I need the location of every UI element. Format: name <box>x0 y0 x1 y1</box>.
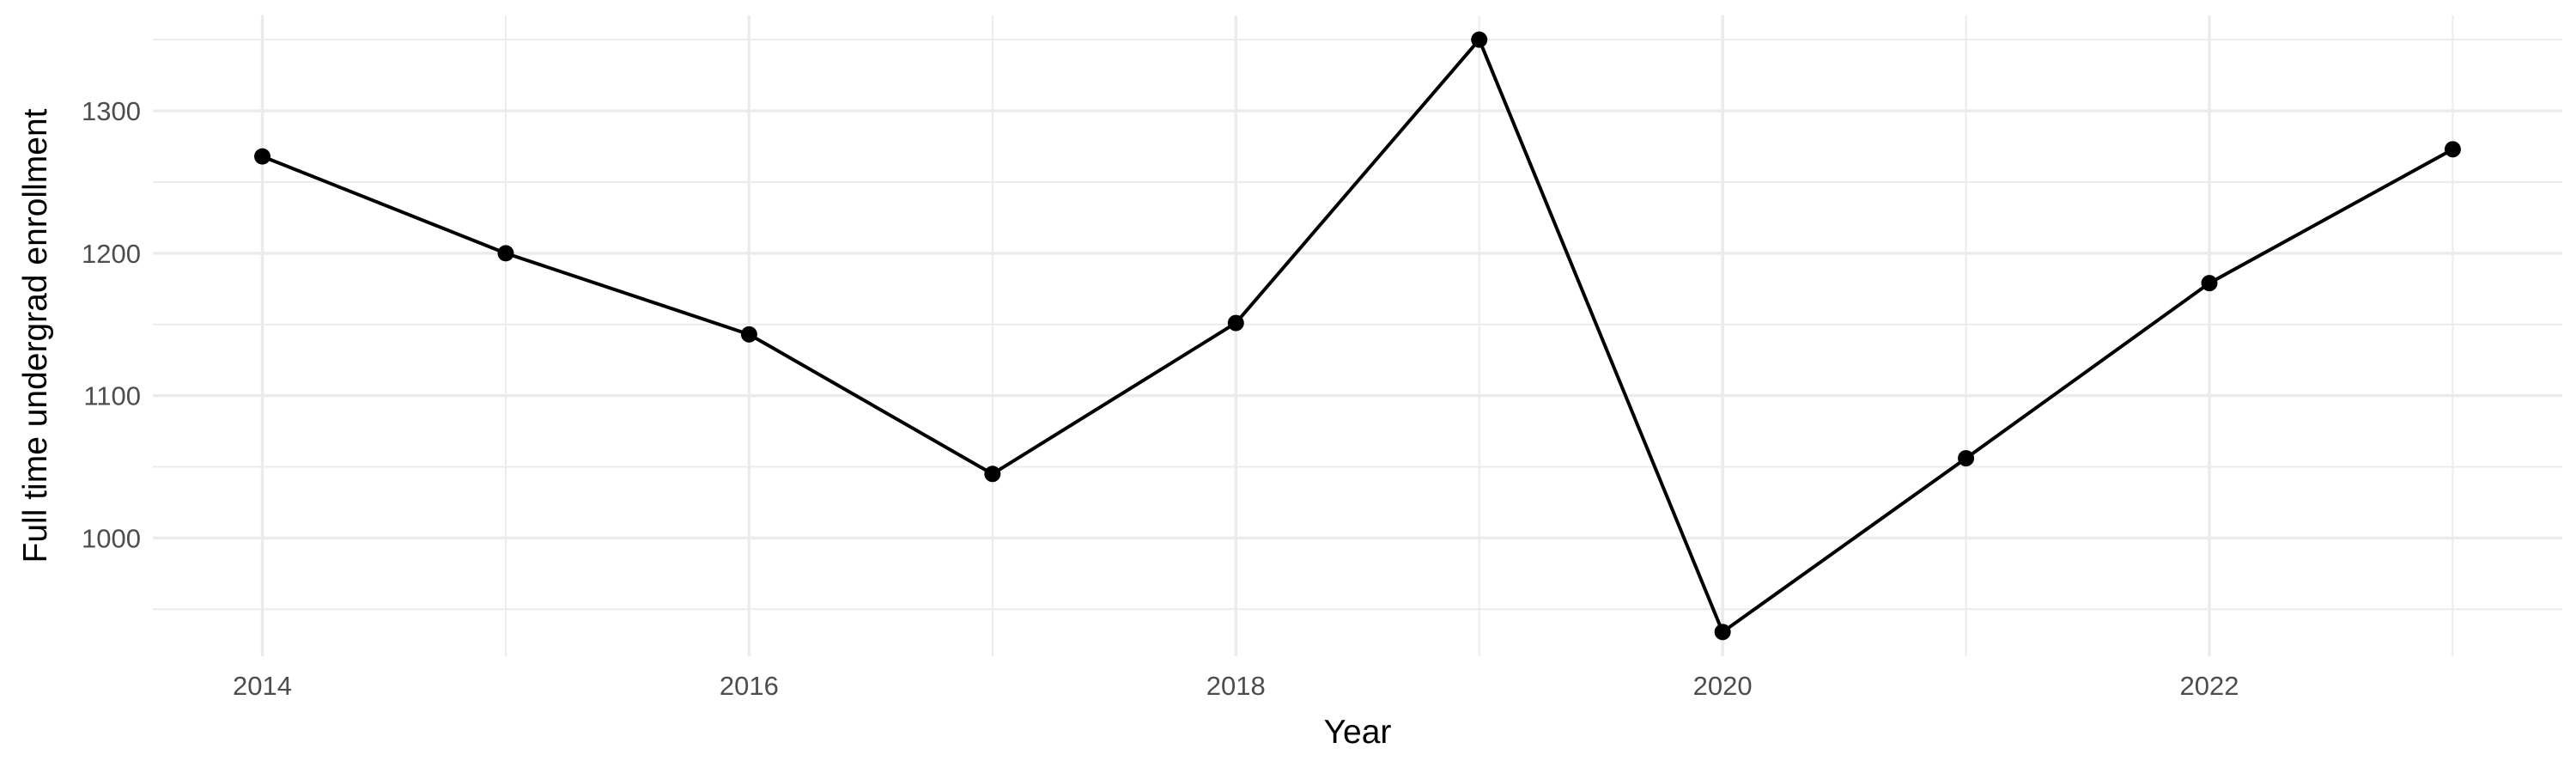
y-tick-label: 1200 <box>82 239 141 269</box>
data-point <box>1958 450 1975 467</box>
data-point <box>1714 624 1731 641</box>
data-point <box>1471 31 1488 48</box>
x-tick-label: 2022 <box>2180 671 2239 701</box>
data-point <box>1227 314 1244 332</box>
grid <box>153 15 2562 656</box>
y-axis-title: Full time undergrad enrollment <box>17 108 54 563</box>
data-point <box>2201 275 2218 292</box>
series-line <box>260 38 2455 634</box>
tick-labels: 2014 2016 2018 2020 2022 1000 1100 1200 1300 <box>82 96 2239 701</box>
data-point <box>2444 141 2461 158</box>
x-axis-title: Year <box>1324 714 1392 751</box>
x-tick-label: 2014 <box>233 671 292 701</box>
x-tick-label: 2018 <box>1206 671 1266 701</box>
y-tick-label: 1100 <box>83 381 141 411</box>
x-tick-label: 2016 <box>720 671 779 701</box>
data-point <box>984 466 1001 483</box>
series-layer <box>254 31 2461 641</box>
data-point <box>740 326 757 343</box>
data-point <box>497 245 514 262</box>
y-tick-label: 1300 <box>82 96 141 126</box>
y-tick-label: 1000 <box>82 523 141 553</box>
x-tick-label: 2020 <box>1693 671 1753 701</box>
data-point <box>254 148 271 165</box>
